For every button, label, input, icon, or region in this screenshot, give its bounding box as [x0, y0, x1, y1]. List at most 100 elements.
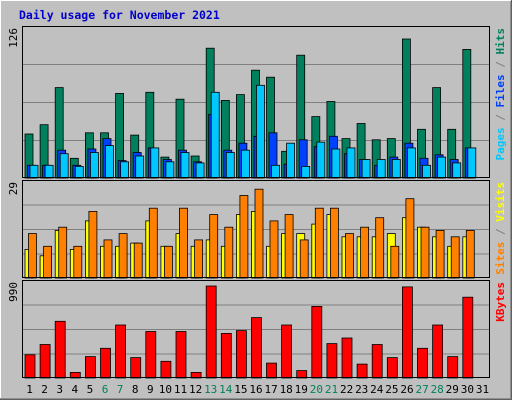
x-tick-label: 14 [219, 383, 233, 396]
series-legend-label: KBytes [494, 282, 507, 322]
x-tick-label: 27 [415, 383, 428, 396]
bar-sites-day-16 [254, 188, 264, 279]
x-tick-label: 5 [87, 383, 94, 396]
legend-segment: / [494, 55, 507, 75]
bar-pages-day-22 [346, 147, 356, 179]
bar-kbytes-day-26 [401, 286, 413, 379]
scale-label: 29 [7, 182, 20, 195]
legend-segment: Pages [494, 127, 507, 160]
bar-sites-day-5 [88, 210, 98, 279]
bar-pages-day-29 [452, 162, 462, 179]
chart-panels: 126 Pages / Files / Hits 29 Sites / Visits 9… [7, 26, 507, 379]
x-tick-label: 23 [355, 383, 368, 396]
bar-sites-day-7 [118, 233, 128, 279]
x-tick-label: 11 [174, 383, 187, 396]
bar-kbytes-day-24 [371, 344, 383, 379]
bar-pages-day-24 [376, 159, 386, 179]
bar-kbytes-day-14 [220, 332, 232, 379]
x-tick-label: 21 [325, 383, 338, 396]
legend-segment: KBytes [494, 282, 507, 322]
bar-pages-day-26 [406, 147, 416, 179]
x-tick-label: 12 [189, 383, 202, 396]
bar-kbytes-day-9 [145, 331, 157, 379]
bar-pages-day-16 [256, 84, 265, 179]
bar-sites-day-20 [314, 207, 324, 279]
x-tick-label: 17 [264, 383, 277, 396]
bar-kbytes-day-21 [326, 343, 338, 379]
bar-sites-day-18 [284, 214, 294, 279]
bar-pages-day-17 [271, 164, 280, 179]
bar-kbytes-day-20 [311, 305, 323, 379]
series-legend-label: Pages / Files / Hits [494, 28, 507, 161]
bar-sites-day-2 [43, 245, 52, 279]
bar-sites-day-15 [239, 195, 249, 279]
bar-pages-day-1 [29, 164, 39, 179]
bar-sites-day-27 [420, 226, 430, 279]
bar-kbytes-day-22 [341, 337, 353, 379]
bar-kbytes-day-11 [175, 331, 187, 379]
bar-sites-day-11 [179, 207, 188, 279]
x-tick-label: 18 [280, 383, 293, 396]
bar-pages-day-27 [422, 164, 431, 179]
bar-pages-day-8 [135, 155, 145, 179]
plot-border [22, 26, 490, 178]
bar-pages-day-6 [105, 145, 114, 179]
bar-pages-day-9 [150, 147, 160, 179]
bar-kbytes-day-8 [130, 357, 142, 379]
bar-sites-day-13 [209, 214, 219, 279]
bar-pages-day-10 [165, 161, 175, 179]
bar-sites-day-17 [269, 220, 279, 279]
legend-segment: / [494, 222, 507, 242]
legend-segment: / [494, 108, 507, 128]
x-tick-label: 3 [56, 383, 63, 396]
bar-kbytes-day-16 [251, 317, 262, 379]
x-tick-label: 19 [295, 383, 308, 396]
bar-kbytes-day-5 [85, 356, 96, 379]
x-tick-label: 29 [446, 383, 459, 396]
bar-pages-day-7 [120, 161, 129, 179]
bar-pages-day-15 [240, 149, 250, 179]
bar-sites-day-3 [58, 226, 68, 279]
bar-kbytes-day-7 [115, 324, 126, 379]
x-tick-label: 9 [147, 383, 154, 396]
bar-kbytes-day-23 [356, 363, 368, 379]
x-tick-label: 2 [41, 383, 48, 396]
x-tick-label: 31 [476, 383, 489, 396]
bar-sites-day-24 [375, 217, 385, 279]
bar-kbytes-day-27 [417, 347, 428, 379]
bar-kbytes-day-6 [100, 347, 111, 379]
bar-sites-day-8 [133, 242, 143, 279]
bar-kbytes-day-19 [296, 370, 308, 379]
plot-border [22, 180, 490, 278]
bar-pages-day-2 [44, 164, 54, 179]
x-tick-label: 6 [102, 383, 109, 396]
bar-sites-day-25 [390, 245, 400, 279]
bar-pages-day-14 [225, 152, 235, 179]
bar-pages-day-23 [361, 159, 371, 179]
x-tick-label: 15 [234, 383, 247, 396]
bar-pages-day-18 [286, 142, 296, 179]
bar-pages-day-4 [74, 165, 84, 179]
scale-label: 990 [7, 282, 20, 302]
legend-segment: Visits [494, 182, 507, 222]
x-tick-label: 7 [117, 383, 124, 396]
bar-kbytes-day-3 [54, 320, 66, 379]
bar-pages-day-12 [195, 162, 205, 179]
bar-sites-day-29 [450, 236, 460, 279]
x-tick-label: 4 [71, 383, 78, 396]
bar-pages-day-20 [316, 141, 326, 179]
x-tick-label: 8 [132, 383, 139, 396]
bar-kbytes-day-17 [266, 362, 277, 379]
panel-kbytes: 990 KBytes [7, 280, 507, 379]
panel-visits-sites: 29 Sites / Visits [7, 180, 507, 279]
x-tick-label: 25 [385, 383, 398, 396]
x-tick-label: 10 [159, 383, 172, 396]
legend-segment: Hits [494, 28, 507, 55]
x-tick-label: 1 [26, 383, 33, 396]
bar-sites-day-23 [360, 226, 370, 279]
bar-pages-day-21 [331, 148, 341, 179]
chart-title: Daily usage for November 2021 [19, 8, 220, 22]
x-tick-label: 13 [204, 383, 217, 396]
bar-pages-day-3 [59, 153, 69, 179]
